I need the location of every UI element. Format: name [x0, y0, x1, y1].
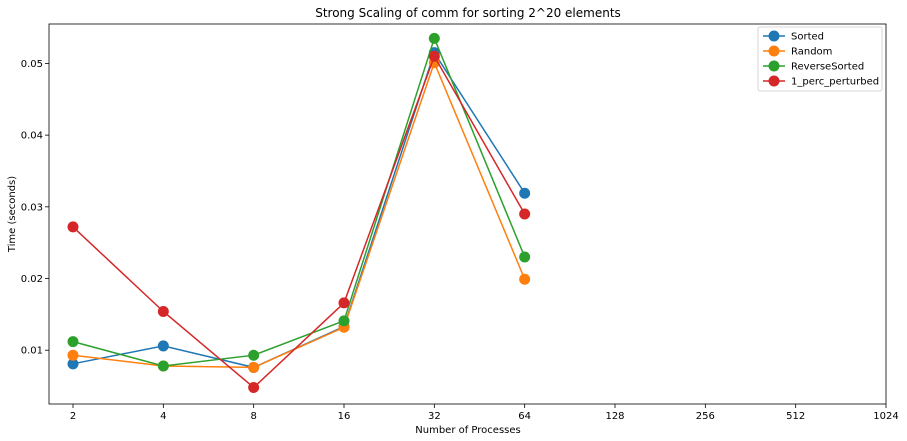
y-tick-label: 0.04	[21, 131, 43, 142]
series-2-point	[338, 315, 350, 327]
series-line-3	[72, 54, 526, 389]
plot-area	[48, 23, 887, 405]
x-tick-label: 16	[338, 411, 351, 422]
legend-label-0: Sorted	[791, 32, 824, 43]
legend-marker-1	[768, 45, 780, 57]
series-3-point	[519, 208, 531, 220]
legend-frame	[757, 26, 883, 92]
series-0-point	[157, 340, 169, 352]
series-2-point	[248, 349, 260, 361]
series-2-point	[67, 336, 79, 348]
series-line-1	[72, 60, 526, 369]
x-tick-label: 512	[786, 411, 805, 422]
series-3-point	[248, 382, 260, 394]
x-tick-label: 128	[605, 411, 624, 422]
x-tick-label: 4	[160, 411, 166, 422]
legend-marker-0	[768, 30, 780, 42]
x-tick-label: 1024	[873, 411, 898, 422]
series-1-point	[519, 273, 531, 285]
series-layer	[67, 32, 531, 394]
series-2-point	[428, 32, 440, 44]
series-0-point	[67, 358, 79, 370]
legend-label-1: Random	[791, 47, 832, 58]
y-tick-label: 0.01	[21, 346, 43, 357]
legend-label-3: 1_perc_perturbed	[791, 77, 879, 88]
legend: Sorted Random ReverseSorted 1_perc_perturbe…	[757, 26, 883, 92]
series-2-point	[519, 251, 531, 263]
legend-marker-2	[768, 60, 780, 72]
x-tick-label: 256	[696, 411, 715, 422]
series-3-point	[428, 50, 440, 62]
y-tick-label: 0.03	[21, 202, 43, 213]
series-1-point	[67, 349, 79, 361]
y-tick-label: 0.05	[21, 59, 43, 70]
x-axis-ticks: 2 4 8 16 32 64 128 256 512 1024	[70, 404, 899, 422]
legend-marker-3	[768, 75, 780, 87]
series-0-point	[519, 187, 531, 199]
x-tick-label: 2	[70, 411, 76, 422]
series-2-point	[157, 360, 169, 372]
series-1-point	[248, 361, 260, 373]
legend-label-2: ReverseSorted	[791, 62, 864, 73]
x-axis-label: Number of Processes	[415, 425, 520, 436]
y-tick-label: 0.02	[21, 274, 43, 285]
chart-title: Strong Scaling of comm for sorting 2^20 …	[315, 6, 621, 20]
series-line-2	[72, 36, 526, 367]
series-line-0	[72, 50, 526, 369]
y-axis-label: Time (seconds)	[7, 176, 18, 253]
x-tick-label: 64	[518, 411, 531, 422]
x-tick-label: 32	[428, 411, 441, 422]
series-3-point	[67, 221, 79, 233]
x-tick-label: 8	[250, 411, 256, 422]
series-3-point	[157, 306, 169, 318]
series-3-point	[338, 297, 350, 309]
axes-frame	[48, 23, 887, 405]
y-axis-ticks: 0.01 0.02 0.03 0.04 0.05	[21, 59, 49, 357]
